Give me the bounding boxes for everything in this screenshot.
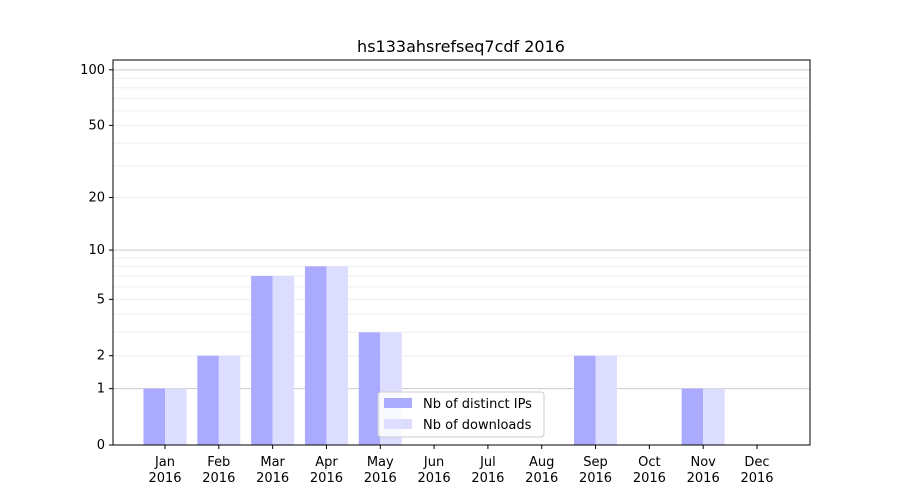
- legend-box: [377, 391, 545, 438]
- y-tick-label: 0: [97, 438, 105, 453]
- y-tick-label: 5: [97, 292, 105, 307]
- bar-downloads: [218, 355, 241, 445]
- x-tick-label-year: 2016: [471, 471, 504, 486]
- x-tick-label-year: 2016: [687, 471, 720, 486]
- x-tick-label: Aug: [529, 455, 554, 470]
- legend-swatch: [384, 419, 412, 429]
- bar-distinct-ips: [358, 332, 381, 445]
- x-tick-label: Feb: [207, 455, 230, 470]
- y-tick-label: 2: [97, 349, 105, 364]
- x-tick-label: Nov: [690, 455, 716, 470]
- x-tick-label: Jul: [479, 455, 496, 470]
- x-tick-label-year: 2016: [364, 471, 397, 486]
- legend-label: Nb of distinct IPs: [423, 397, 532, 412]
- x-tick-label: Apr: [315, 455, 338, 470]
- x-tick-label: Sep: [583, 455, 608, 470]
- x-tick-label: May: [367, 455, 394, 470]
- x-tick-label: Jan: [154, 455, 175, 470]
- grid: [113, 69, 810, 390]
- x-tick-label-year: 2016: [256, 471, 289, 486]
- x-tick-label: Jun: [423, 455, 444, 470]
- x-tick-label-year: 2016: [202, 471, 235, 486]
- x-tick-label-year: 2016: [418, 471, 451, 486]
- bar-distinct-ips: [681, 388, 704, 445]
- y-tick-label: 20: [88, 191, 105, 206]
- bar-downloads: [595, 355, 618, 445]
- x-tick-label-year: 2016: [148, 471, 181, 486]
- plot-frame: [112, 59, 811, 446]
- bar-distinct-ips: [304, 266, 327, 445]
- x-tick-label-year: 2016: [310, 471, 343, 486]
- x-tick-label-year: 2016: [579, 471, 612, 486]
- chart-title: hs133ahsrefseq7cdf 2016: [357, 37, 565, 56]
- legend-swatch: [384, 398, 412, 408]
- y-tick-label: 10: [88, 243, 105, 258]
- y-tick-label: 50: [88, 118, 105, 133]
- legend: Nb of distinct IPs Nb of downloads: [377, 391, 545, 438]
- x-tick-label: Oct: [638, 455, 660, 470]
- x-axis: Jan2016Feb2016Mar2016Apr2016May2016Jun20…: [148, 445, 774, 486]
- bar-downloads: [326, 266, 348, 445]
- legend-label: Nb of downloads: [423, 418, 532, 433]
- x-tick-label-year: 2016: [633, 471, 666, 486]
- y-tick-label: 100: [80, 63, 105, 78]
- x-tick-label: Dec: [744, 455, 769, 470]
- bar-downloads: [703, 388, 725, 445]
- y-tick-label: 1: [97, 382, 105, 397]
- x-tick-label-year: 2016: [525, 471, 558, 486]
- bar-distinct-ips: [574, 355, 596, 445]
- y-axis: 0 1 2 5 10 20 50 100: [80, 63, 113, 453]
- bar-downloads: [272, 275, 295, 445]
- x-tick-label-year: 2016: [740, 471, 773, 486]
- bar-distinct-ips: [251, 275, 273, 445]
- x-tick-label: Mar: [260, 455, 285, 470]
- bar-downloads: [165, 388, 187, 445]
- bar-distinct-ips: [197, 355, 219, 445]
- bar-distinct-ips: [143, 388, 165, 445]
